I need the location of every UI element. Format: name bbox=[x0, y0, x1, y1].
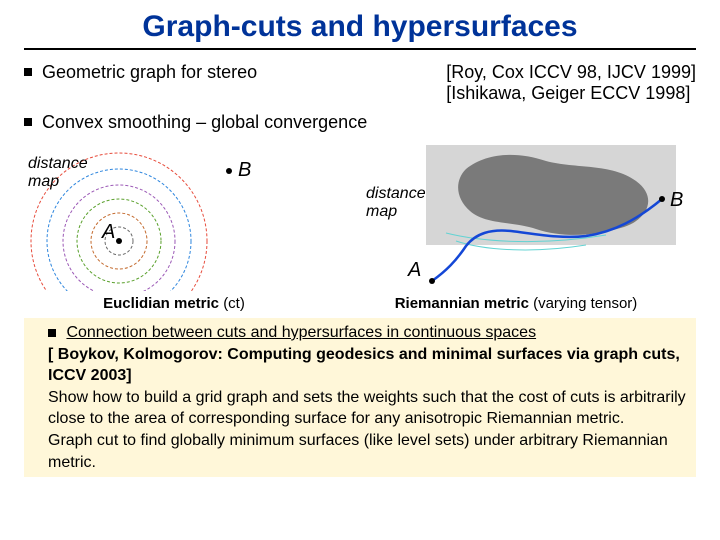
label-B-left: B bbox=[238, 159, 251, 182]
euclidean-caption-paren: (ct) bbox=[223, 295, 245, 312]
euclidean-caption: Euclidian metric (ct) bbox=[24, 295, 324, 312]
bullet-square-icon bbox=[48, 329, 56, 337]
essay-bold-ref: [ Boykov, Kolmogorov: Computing geodesic… bbox=[48, 346, 680, 385]
figures-row: distance map A B distance map A B bbox=[0, 135, 720, 293]
bullet-1-row: Geometric graph for stereo [Roy, Cox ICC… bbox=[0, 60, 720, 106]
label-A-right: A bbox=[408, 259, 421, 282]
figure-captions: Euclidian metric (ct) Riemannian metric … bbox=[0, 293, 720, 318]
distance-map-label-right: distance map bbox=[366, 185, 426, 221]
bullet-square-icon bbox=[24, 118, 32, 126]
riemannian-caption-bold: Riemannian metric bbox=[395, 295, 529, 312]
essay-line-2: [ Boykov, Kolmogorov: Computing geodesic… bbox=[24, 344, 696, 387]
bullet-square-icon bbox=[24, 68, 32, 76]
ref-line-2: [Ishikawa, Geiger ECCV 1998] bbox=[446, 83, 696, 104]
bullet-2-row: Convex smoothing – global convergence bbox=[0, 110, 720, 135]
essay-line-1: Connection between cuts and hypersurface… bbox=[24, 322, 696, 344]
label-A-left: A bbox=[102, 221, 115, 244]
euclidean-caption-bold: Euclidian metric bbox=[103, 295, 219, 312]
riemannian-caption-paren: (varying tensor) bbox=[533, 295, 637, 312]
riemannian-caption: Riemannian metric (varying tensor) bbox=[336, 295, 696, 312]
label-B-right: B bbox=[670, 189, 683, 212]
essay-block: Connection between cuts and hypersurface… bbox=[24, 318, 696, 477]
essay-underline: Connection between cuts and hypersurface… bbox=[66, 324, 536, 341]
riemannian-figure: distance map A B bbox=[336, 141, 696, 291]
bullet-1-text: Geometric graph for stereo bbox=[42, 62, 257, 83]
essay-line-3: Show how to build a grid graph and sets … bbox=[24, 387, 696, 430]
essay-line-4: Graph cut to find globally minimum surfa… bbox=[24, 430, 696, 473]
distance-map-label-left: distance map bbox=[28, 155, 88, 191]
euclidean-figure: distance map A B bbox=[24, 141, 324, 291]
title-underline bbox=[24, 48, 696, 50]
ref-line-1: [Roy, Cox ICCV 98, IJCV 1999] bbox=[446, 62, 696, 83]
references: [Roy, Cox ICCV 98, IJCV 1999] [Ishikawa,… bbox=[446, 62, 696, 104]
page-title: Graph-cuts and hypersurfaces bbox=[0, 0, 720, 48]
bullet-2-text: Convex smoothing – global convergence bbox=[42, 112, 367, 133]
